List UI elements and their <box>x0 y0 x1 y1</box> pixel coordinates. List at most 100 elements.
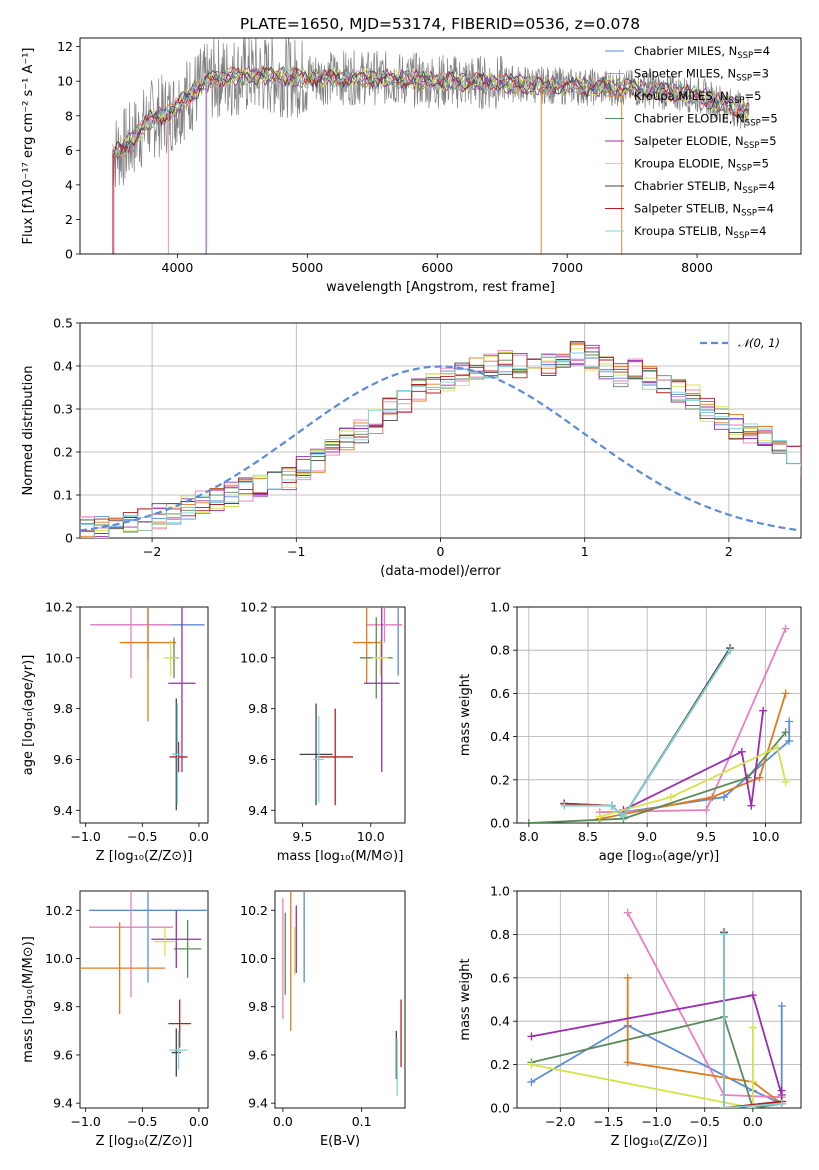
weight-marker <box>619 812 628 821</box>
gaussian-reference <box>80 365 801 532</box>
weight-vs-z-frame <box>516 890 802 1109</box>
legend-nssp: =5 <box>760 134 777 148</box>
age-vs-z-ytick-label: 10.2 <box>45 600 73 615</box>
legend-nssp: =5 <box>752 157 769 171</box>
weight-marker <box>527 1060 536 1069</box>
weight-marker <box>785 736 794 745</box>
residual-legend: 𝒩(0, 1) <box>700 336 780 350</box>
mass-vs-z-xtick-label: −1.0 <box>70 1114 100 1129</box>
model-spectrum <box>112 65 750 160</box>
residuals-axes: −2 −1 0 1 2 0 0.1 0.2 0.3 0.4 0.5 (data-model)/erro… <box>21 316 802 579</box>
residual-histograms <box>80 341 801 538</box>
mass-vs-z-errorbars <box>80 891 207 1077</box>
legend-label: Salpeter STELIB, NSSP=4 <box>634 202 774 219</box>
weight-marker <box>560 801 569 810</box>
legend-nssp: =5 <box>761 112 778 126</box>
mass-vs-z-xtick-label: −0.5 <box>127 1114 157 1129</box>
weight-vs-z-ytick-label: 0.8 <box>490 927 510 942</box>
weight-marker <box>748 991 757 1000</box>
mass-vs-z-ytick-label: 10.0 <box>45 951 73 966</box>
legend-label: Kroupa ELODIE, NSSP=5 <box>634 157 769 174</box>
legend-subscript: SSP <box>736 74 752 84</box>
residual-histogram <box>80 355 801 533</box>
residuals-ytick-label: 0.5 <box>53 316 73 331</box>
weight-marker <box>702 806 711 815</box>
weight-marker <box>747 801 756 810</box>
spectrum-ytick-label: 2 <box>65 212 73 227</box>
residuals-ytick-label: 0.2 <box>53 445 73 460</box>
weight-vs-age-frame <box>516 606 802 824</box>
spectrum-axes: 4000 5000 6000 7000 8000 0 2 4 6 8 10 12 wavelength … <box>21 37 802 295</box>
age-vs-z-frame <box>79 606 209 824</box>
legend-nssp: =4 <box>749 224 766 238</box>
age-vs-mass-frame <box>274 606 406 824</box>
weight-marker <box>623 908 632 917</box>
weight-vs-age-xtick-label: 9.5 <box>696 829 716 844</box>
residual-histogram <box>80 344 801 537</box>
residuals-ytick-label: 0.4 <box>53 359 73 374</box>
weight-vs-z-ytick-label: 1.0 <box>490 884 510 899</box>
legend-label: Salpeter ELODIE, NSSP=5 <box>634 134 777 151</box>
weight-marker <box>773 743 782 752</box>
weight-vs-z-ytick-label: 0.6 <box>490 970 510 985</box>
mass-vs-ebv-ytick-label: 9.4 <box>248 1096 268 1111</box>
weight-vs-age-axes: 8.0 8.5 9.0 9.5 10.0 0.0 0.2 0.4 0.6 0.8 1.0 age [l… <box>458 600 802 864</box>
weight-vs-z-xtick-label: −1.5 <box>593 1114 623 1129</box>
legend-label: Salpeter MILES, NSSP=3 <box>634 67 769 84</box>
weight-marker <box>777 1099 786 1108</box>
legend-subscript: SSP <box>736 164 752 174</box>
observed-spectrum <box>112 38 750 188</box>
legend-nssp: =3 <box>752 67 769 81</box>
weight-vs-z-xtick-label: 0.0 <box>743 1114 763 1129</box>
legend-label: 𝒩(0, 1) <box>738 336 780 350</box>
spectrum-ytick-label: 8 <box>65 108 73 123</box>
weight-marker <box>781 624 790 633</box>
residual-histogram <box>80 341 801 534</box>
weight-marker <box>737 747 746 756</box>
age-vs-z-ytick-label: 9.6 <box>53 752 73 767</box>
weight-marker <box>726 646 734 655</box>
legend-label: Chabrier MILES, NSSP=4 <box>634 44 770 61</box>
spectrum-legend: Chabrier MILES, NSSP=4 Salpeter MILES, NS… <box>605 44 778 241</box>
weight-vs-z-axes: −2.0 −1.5 −1.0 −0.5 0.0 0.0 0.2 0.4 0.6 0.8 1.0 Z [… <box>458 884 802 1149</box>
weight-marker <box>781 728 790 737</box>
weight-vs-age-ytick-label: 0.6 <box>490 686 510 701</box>
age-vs-mass-xtick-label: 9.5 <box>292 829 312 844</box>
legend-nssp: =4 <box>757 202 774 216</box>
weight-line <box>599 746 787 818</box>
mass-vs-z-ytick-label: 9.4 <box>53 1096 73 1111</box>
spectrum-xtick-label: 4000 <box>162 260 194 275</box>
spectrum-ytick-label: 12 <box>57 39 73 54</box>
mass-vs-z-ylabel: mass [log₁₀(M/M⊙)] <box>21 936 36 1063</box>
model-spectrum <box>112 66 750 162</box>
weight-marker <box>785 717 794 726</box>
weight-vs-z-ytick-label: 0.2 <box>490 1057 510 1072</box>
spectrum-xtick-label: 7000 <box>551 260 583 275</box>
figure-title: PLATE=1650, MJD=53174, FIBERID=0536, z=0… <box>240 15 640 33</box>
mass-vs-z-frame <box>79 890 209 1109</box>
legend-subscript: SSP <box>729 96 745 106</box>
age-vs-mass-xtick-label: 10.0 <box>357 829 385 844</box>
weight-vs-age-ytick-label: 0.4 <box>490 729 510 744</box>
weight-marker <box>623 1058 632 1067</box>
weight-vs-z-ytick-label: 0.4 <box>490 1014 510 1029</box>
residuals-xtick-label: −1 <box>287 544 305 559</box>
weight-vs-age-xtick-label: 10.0 <box>752 829 780 844</box>
residuals-xtick-label: 2 <box>725 544 733 559</box>
age-vs-mass-ytick-label: 10.0 <box>240 650 268 665</box>
weight-marker <box>755 773 764 782</box>
weight-marker <box>777 1002 786 1011</box>
weight-marker <box>666 793 675 802</box>
age-vs-z-xtick-label: 0.0 <box>189 829 209 844</box>
weight-vs-z-series <box>527 908 786 1108</box>
legend-nssp: =4 <box>758 179 775 193</box>
weight-marker <box>623 973 632 982</box>
mass-vs-z-xtick-label: 0.0 <box>189 1114 209 1129</box>
mass-vs-ebv-frame <box>274 890 406 1109</box>
weight-line <box>599 628 787 814</box>
age-vs-mass-ytick-label: 9.4 <box>248 803 268 818</box>
spectrum-xlabel: wavelength [Angstrom, rest frame] <box>326 280 555 295</box>
spectrum-ytick-label: 0 <box>65 247 73 262</box>
chart-panels: 4000 5000 6000 7000 8000024681012wavelength … <box>21 37 802 1149</box>
